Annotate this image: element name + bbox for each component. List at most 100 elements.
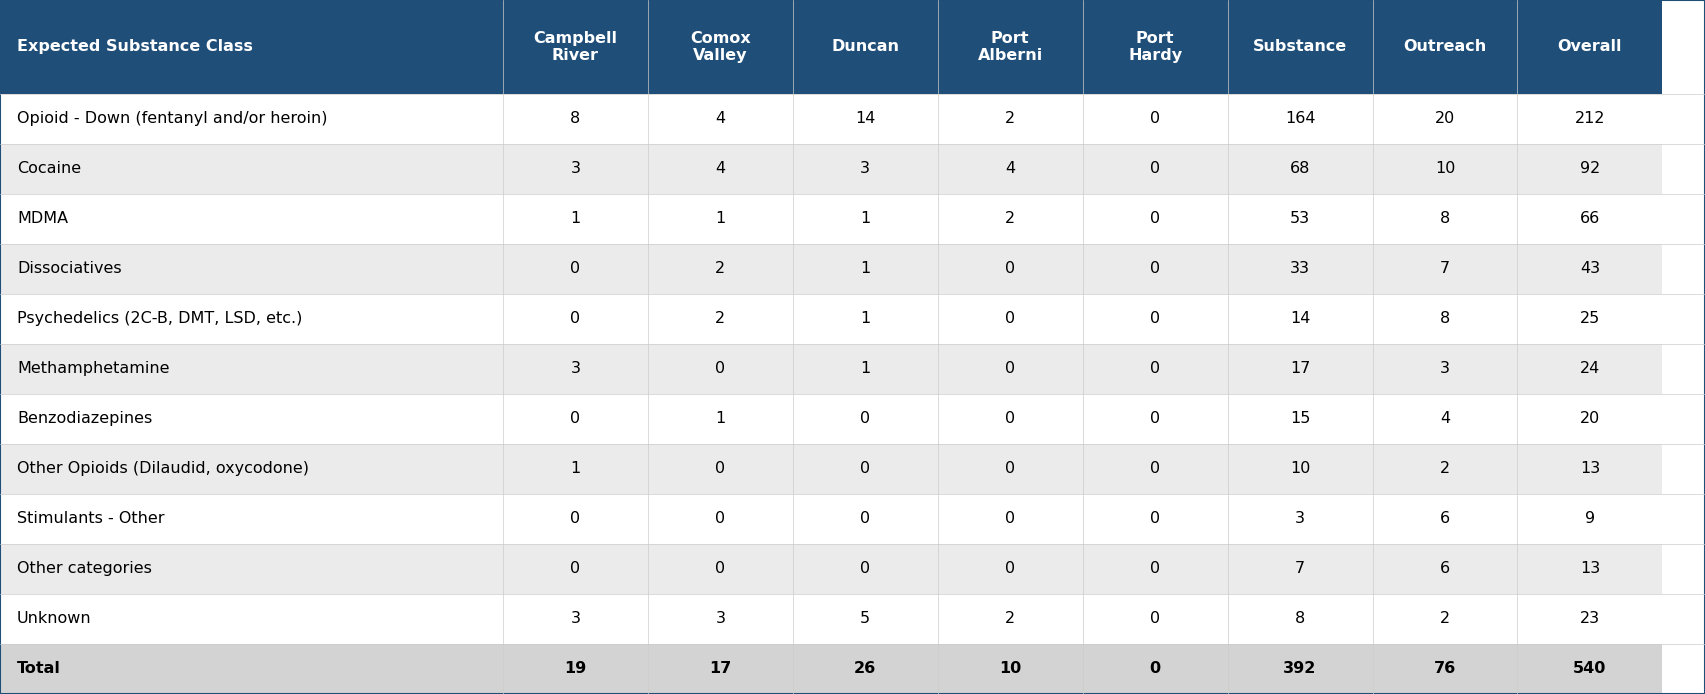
Bar — [1228, 294, 1373, 344]
Bar — [793, 394, 938, 444]
Bar — [1373, 0, 1517, 94]
Bar — [503, 294, 648, 344]
Text: 0: 0 — [1151, 211, 1159, 226]
Text: 1: 1 — [569, 462, 581, 476]
Bar — [1517, 344, 1662, 394]
Text: 8: 8 — [1294, 611, 1306, 627]
Bar — [503, 94, 648, 144]
Text: 0: 0 — [716, 511, 725, 527]
Bar — [1083, 194, 1228, 244]
Text: 24: 24 — [1581, 362, 1599, 376]
Bar — [1373, 194, 1517, 244]
Bar — [648, 544, 793, 594]
Text: 0: 0 — [571, 261, 580, 276]
Text: 164: 164 — [1286, 111, 1315, 126]
Text: 0: 0 — [716, 462, 725, 476]
Bar — [1517, 394, 1662, 444]
Text: Unknown: Unknown — [17, 611, 92, 627]
Text: Benzodiazepines: Benzodiazepines — [17, 412, 152, 426]
Text: 26: 26 — [854, 661, 876, 677]
Bar — [938, 444, 1083, 494]
Bar — [1228, 544, 1373, 594]
Text: Port
Alberni: Port Alberni — [977, 31, 1043, 63]
Bar — [1373, 594, 1517, 644]
Bar — [503, 494, 648, 544]
Bar — [1517, 94, 1662, 144]
Text: 0: 0 — [1006, 412, 1014, 426]
Text: 19: 19 — [564, 661, 587, 677]
Bar — [1373, 94, 1517, 144]
Bar — [648, 294, 793, 344]
Bar — [1517, 644, 1662, 694]
Bar — [938, 594, 1083, 644]
Text: 0: 0 — [1151, 111, 1159, 126]
Bar — [503, 594, 648, 644]
Text: Outreach: Outreach — [1403, 40, 1487, 54]
Bar — [938, 294, 1083, 344]
Bar — [648, 0, 793, 94]
Bar — [938, 544, 1083, 594]
Bar — [1083, 294, 1228, 344]
Text: 1: 1 — [859, 362, 871, 376]
Text: Port
Hardy: Port Hardy — [1129, 31, 1182, 63]
Bar — [938, 644, 1083, 694]
Bar — [503, 544, 648, 594]
Bar — [1517, 444, 1662, 494]
Bar — [1517, 544, 1662, 594]
Text: 4: 4 — [1441, 412, 1449, 426]
Text: Duncan: Duncan — [832, 40, 899, 54]
Text: Cocaine: Cocaine — [17, 161, 82, 176]
Bar — [0, 494, 503, 544]
Bar — [1373, 394, 1517, 444]
Text: 20: 20 — [1581, 412, 1599, 426]
Bar — [793, 594, 938, 644]
Text: 17: 17 — [1291, 362, 1309, 376]
Text: 3: 3 — [571, 611, 580, 627]
Text: Total: Total — [17, 661, 61, 677]
Text: Substance: Substance — [1253, 40, 1347, 54]
Bar — [1083, 594, 1228, 644]
Bar — [648, 144, 793, 194]
Bar — [0, 544, 503, 594]
Text: 1: 1 — [859, 211, 871, 226]
Text: 0: 0 — [1006, 511, 1014, 527]
Bar — [0, 144, 503, 194]
Text: Campbell
River: Campbell River — [534, 31, 617, 63]
Bar — [1373, 644, 1517, 694]
Text: 0: 0 — [1151, 511, 1159, 527]
Text: 3: 3 — [1441, 362, 1449, 376]
Bar — [0, 344, 503, 394]
Bar — [793, 494, 938, 544]
Bar — [1083, 0, 1228, 94]
Text: 0: 0 — [861, 511, 870, 527]
Bar — [793, 344, 938, 394]
Bar — [1083, 344, 1228, 394]
Bar — [938, 94, 1083, 144]
Text: 1: 1 — [714, 211, 726, 226]
Text: MDMA: MDMA — [17, 211, 68, 226]
Bar — [1373, 144, 1517, 194]
Text: 53: 53 — [1291, 211, 1309, 226]
Text: Comox
Valley: Comox Valley — [691, 31, 750, 63]
Text: Methamphetamine: Methamphetamine — [17, 362, 169, 376]
Text: 15: 15 — [1291, 412, 1309, 426]
Bar — [1083, 644, 1228, 694]
Bar — [938, 144, 1083, 194]
Bar — [503, 644, 648, 694]
Text: Dissociatives: Dissociatives — [17, 261, 121, 276]
Bar — [1228, 144, 1373, 194]
Bar — [1373, 244, 1517, 294]
Bar — [793, 144, 938, 194]
Text: 3: 3 — [571, 362, 580, 376]
Text: 7: 7 — [1296, 561, 1304, 577]
Text: 212: 212 — [1575, 111, 1604, 126]
Text: 2: 2 — [1441, 611, 1449, 627]
Bar — [1517, 294, 1662, 344]
Bar — [1517, 494, 1662, 544]
Bar — [938, 494, 1083, 544]
Bar — [1228, 394, 1373, 444]
Bar — [938, 344, 1083, 394]
Text: 3: 3 — [571, 161, 580, 176]
Text: 0: 0 — [1151, 161, 1159, 176]
Text: 43: 43 — [1581, 261, 1599, 276]
